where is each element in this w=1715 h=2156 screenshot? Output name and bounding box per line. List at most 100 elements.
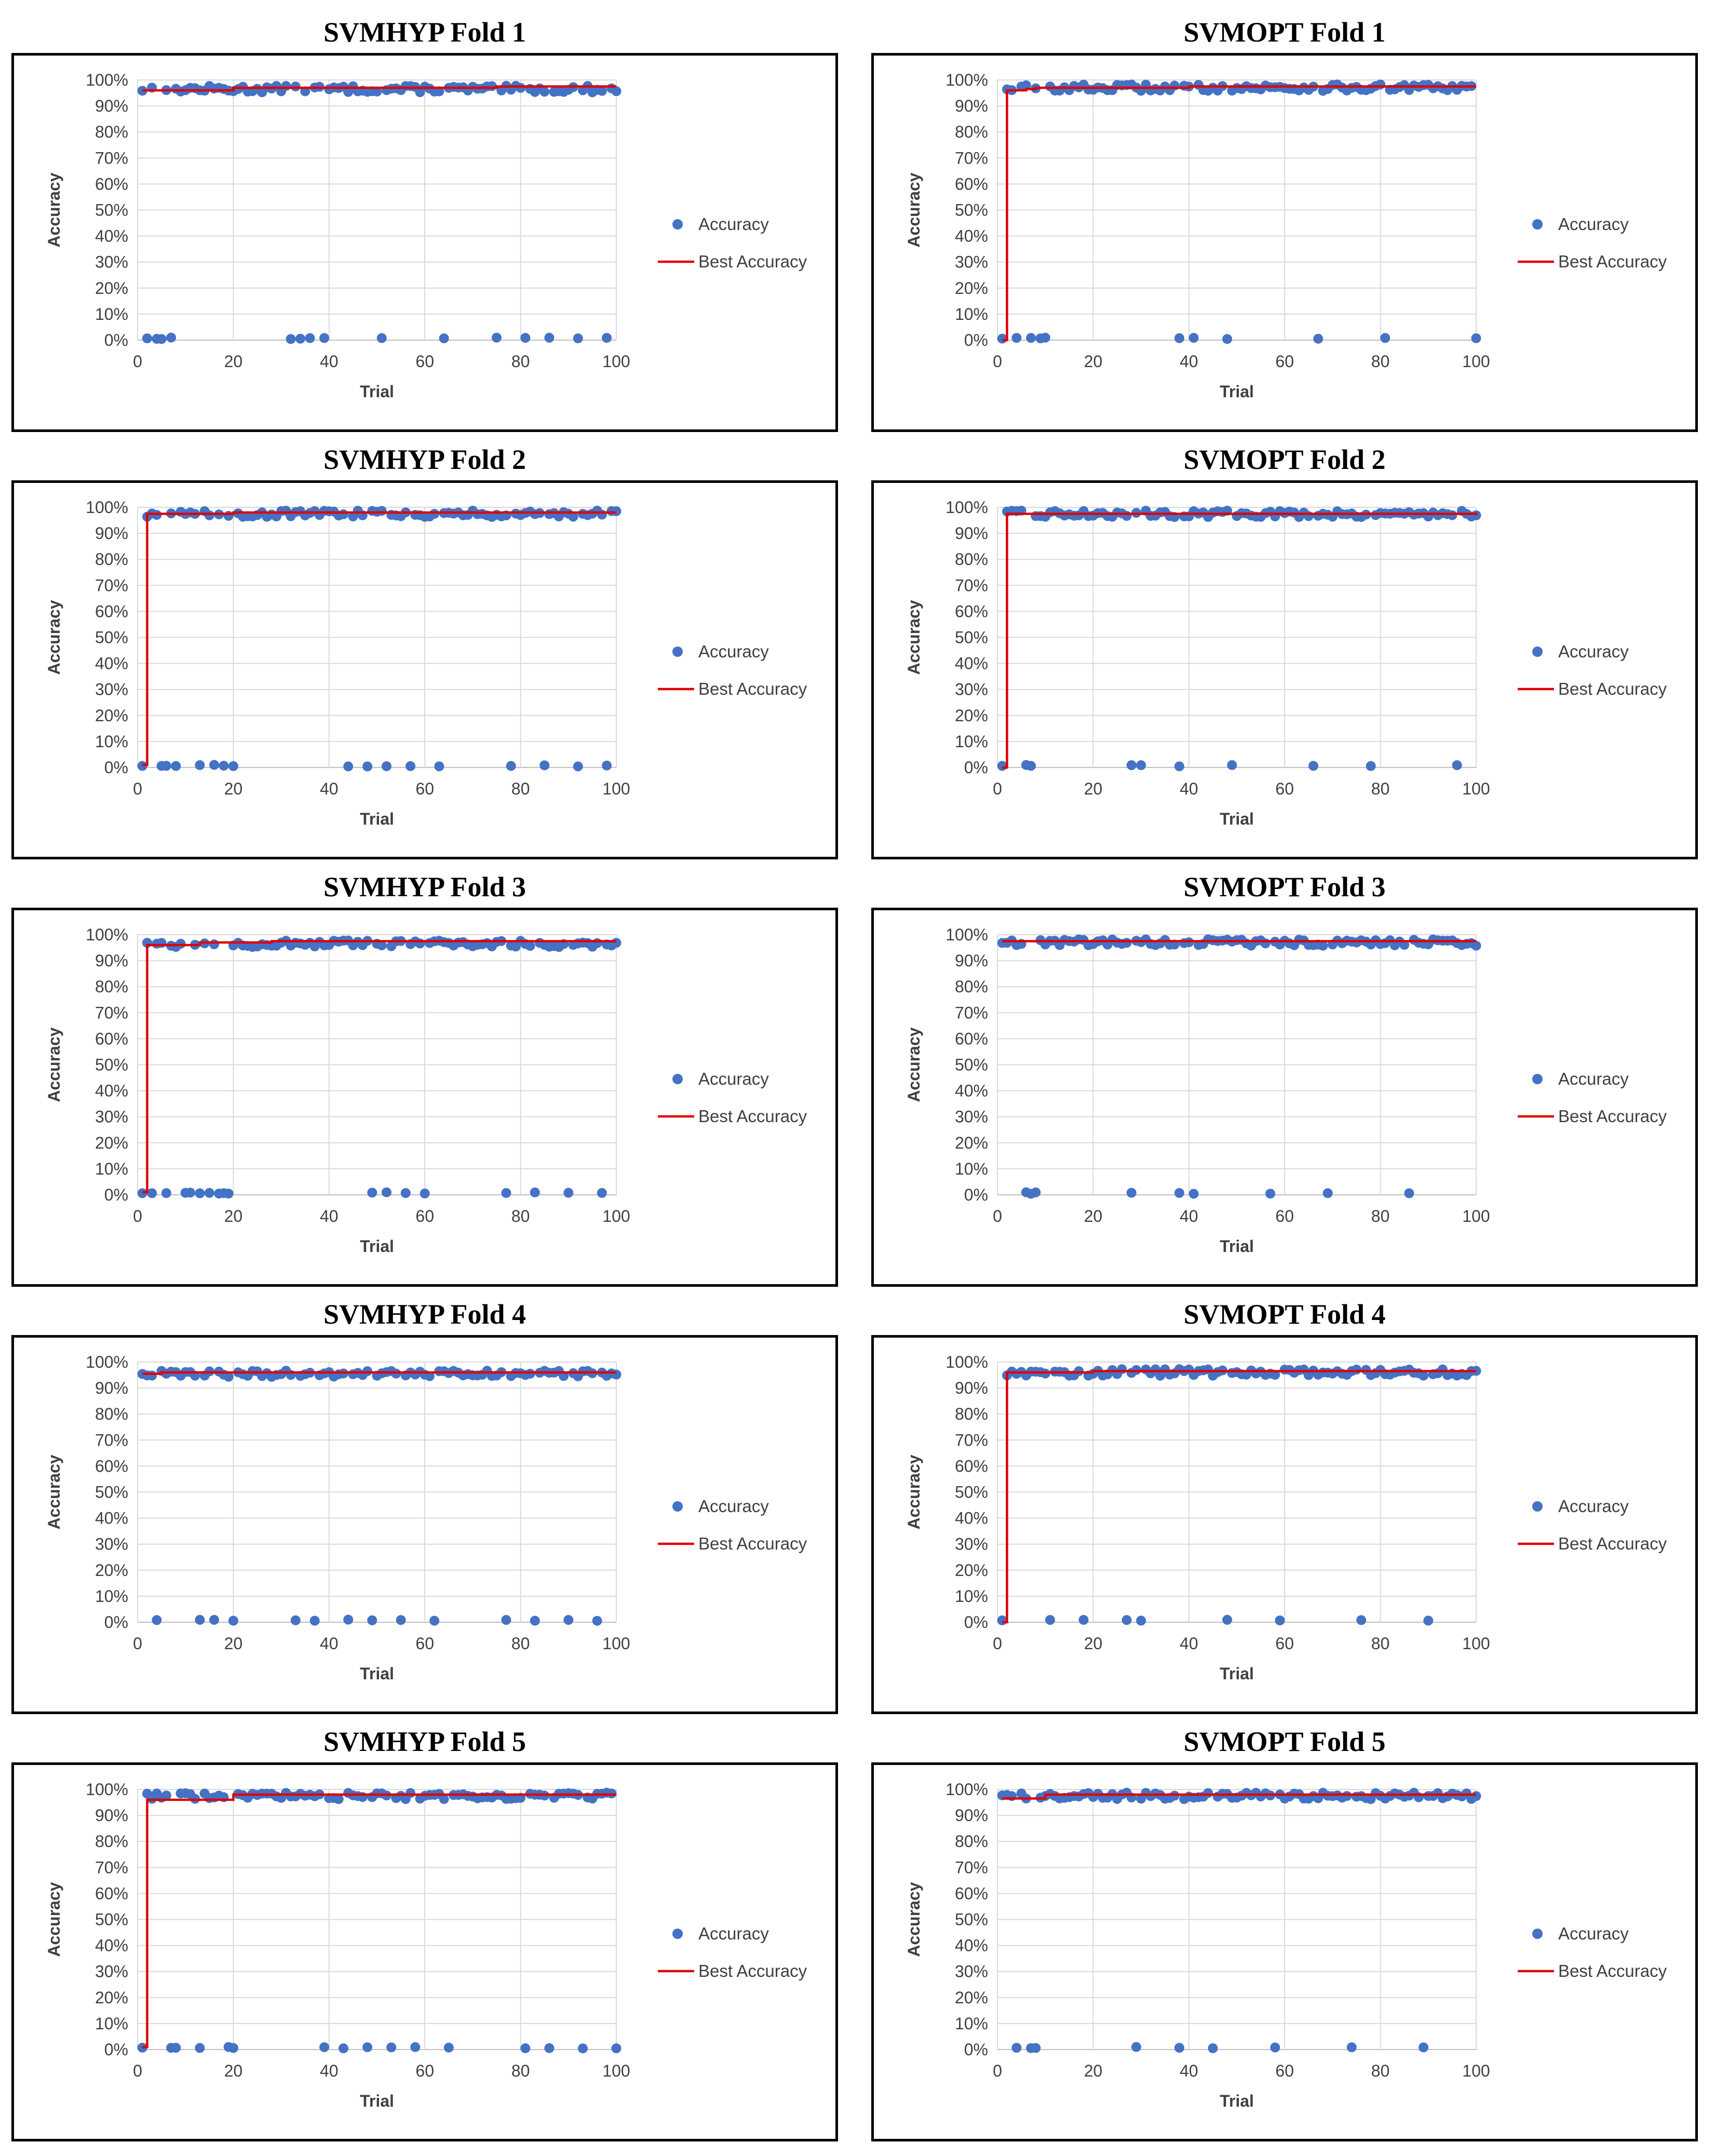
- accuracy-point: [1265, 1189, 1276, 1199]
- legend-accuracy-label: Accuracy: [1558, 642, 1629, 661]
- x-tick-label: 100: [1462, 1207, 1490, 1225]
- y-tick-label: 60%: [955, 602, 988, 621]
- chart-svg: 0% 10% 20% 30% 40% 50% 60% 70% 80% 90% 100% 0 20 40 60…: [45, 498, 807, 828]
- legend-accuracy-marker: [672, 646, 683, 657]
- x-tick-label: 100: [602, 1207, 630, 1225]
- y-tick-label: 50%: [955, 628, 988, 647]
- accuracy-point: [1078, 1615, 1089, 1625]
- y-axis-title: Accuracy: [904, 1027, 923, 1102]
- x-tick-label: 20: [1084, 352, 1103, 371]
- x-tick-label: 20: [1084, 2061, 1103, 2080]
- accuracy-point: [1447, 510, 1457, 520]
- accuracy-point: [1471, 333, 1481, 343]
- accuracy-point: [319, 2042, 330, 2052]
- y-tick-label: 100%: [86, 71, 128, 89]
- accuracy-point: [592, 1615, 602, 1626]
- x-tick-label: 20: [1084, 779, 1103, 798]
- x-tick-label: 40: [1180, 2061, 1198, 2080]
- y-tick-label: 30%: [95, 1962, 128, 1981]
- legend-accuracy-marker: [672, 1929, 683, 1939]
- accuracy-point: [506, 761, 516, 771]
- chart-panel: 0% 10% 20% 30% 40% 50% 60% 70% 80% 90% 100% 0 20 40 60…: [871, 1335, 1698, 1714]
- x-tick-label: 60: [415, 1634, 434, 1653]
- accuracy-point: [611, 2043, 622, 2054]
- y-tick-label: 90%: [95, 1379, 128, 1397]
- y-tick-label: 80%: [95, 1405, 128, 1423]
- chart-title: SVMHYP Fold 1: [323, 17, 526, 48]
- x-tick-label: 80: [511, 352, 530, 371]
- y-tick-label: 70%: [95, 149, 128, 167]
- y-tick-label: 50%: [95, 1910, 128, 1929]
- y-tick-label: 100%: [946, 71, 988, 89]
- y-tick-label: 100%: [86, 1780, 128, 1799]
- y-tick-label: 0%: [964, 1185, 988, 1204]
- x-tick-label: 100: [1462, 1634, 1490, 1653]
- x-axis-title: Trial: [1220, 1237, 1254, 1256]
- y-tick-label: 0%: [104, 758, 128, 777]
- accuracy-point: [406, 761, 416, 771]
- y-tick-label: 100%: [86, 925, 128, 944]
- y-tick-label: 30%: [955, 1962, 988, 1981]
- accuracy-point: [424, 1371, 435, 1381]
- x-tick-label: 20: [224, 2061, 243, 2080]
- accuracy-point: [343, 761, 354, 772]
- y-tick-label: 40%: [955, 1082, 988, 1100]
- chart-title: SVMOPT Fold 1: [1183, 17, 1386, 48]
- y-tick-label: 60%: [955, 1884, 988, 1903]
- y-axis-title: Accuracy: [904, 600, 923, 675]
- accuracy-point: [563, 1615, 574, 1625]
- y-tick-label: 90%: [955, 951, 988, 970]
- accuracy-point: [1122, 511, 1132, 521]
- accuracy-point: [386, 2042, 397, 2053]
- x-tick-label: 20: [224, 1207, 243, 1225]
- x-tick-label: 40: [320, 1207, 339, 1225]
- accuracy-point: [1346, 2042, 1357, 2053]
- x-tick-label: 100: [1462, 779, 1490, 798]
- x-tick-label: 40: [1180, 779, 1198, 798]
- accuracy-point: [520, 2043, 531, 2054]
- x-tick-label: 40: [1180, 1634, 1198, 1653]
- accuracy-point: [1275, 1615, 1285, 1626]
- accuracy-point: [1122, 1615, 1132, 1625]
- y-tick-label: 10%: [955, 1160, 988, 1178]
- x-tick-label: 0: [133, 1634, 142, 1653]
- y-tick-label: 30%: [955, 1108, 988, 1126]
- x-axis-title: Trial: [360, 1664, 394, 1683]
- y-tick-label: 10%: [955, 305, 988, 324]
- x-tick-label: 80: [1371, 1634, 1390, 1653]
- chart-title: SVMHYP Fold 4: [323, 1299, 526, 1330]
- legend-best-accuracy-label: Best Accuracy: [698, 679, 807, 698]
- legend-accuracy-label: Accuracy: [698, 642, 769, 661]
- accuracy-point: [333, 1794, 344, 1804]
- accuracy-point: [400, 1188, 411, 1198]
- y-tick-label: 20%: [95, 1988, 128, 2007]
- accuracy-point: [530, 1187, 540, 1197]
- y-axis-title: Accuracy: [904, 1454, 923, 1529]
- legend-best-accuracy-label: Best Accuracy: [1558, 1961, 1667, 1980]
- accuracy-point: [602, 760, 612, 771]
- accuracy-point: [1174, 761, 1184, 772]
- y-tick-label: 60%: [95, 1884, 128, 1903]
- y-tick-label: 20%: [955, 1561, 988, 1580]
- accuracy-point: [362, 761, 373, 772]
- y-tick-label: 50%: [955, 1910, 988, 1929]
- y-tick-label: 30%: [955, 680, 988, 699]
- accuracy-point: [997, 1615, 1007, 1625]
- y-tick-label: 10%: [95, 2014, 128, 2033]
- x-tick-label: 80: [1371, 2061, 1390, 2080]
- legend-accuracy-marker: [1532, 1074, 1543, 1084]
- accuracy-point: [520, 333, 531, 343]
- x-axis-title: Trial: [360, 2092, 394, 2110]
- y-tick-label: 0%: [964, 758, 988, 777]
- y-tick-label: 60%: [95, 602, 128, 621]
- legend-accuracy-label: Accuracy: [698, 214, 769, 234]
- accuracy-point: [152, 1615, 162, 1625]
- y-tick-label: 100%: [946, 1353, 988, 1371]
- accuracy-point: [1471, 1791, 1481, 1801]
- chart-panel: 0% 10% 20% 30% 40% 50% 60% 70% 80% 90% 100% 0 20 40 60…: [871, 480, 1698, 859]
- legend-accuracy-marker: [672, 1074, 683, 1084]
- chart-svg: 0% 10% 20% 30% 40% 50% 60% 70% 80% 90% 100% 0 20 40 60…: [904, 1780, 1667, 2110]
- y-tick-label: 0%: [104, 1185, 128, 1204]
- x-tick-label: 0: [133, 1207, 142, 1225]
- y-tick-label: 20%: [95, 706, 128, 725]
